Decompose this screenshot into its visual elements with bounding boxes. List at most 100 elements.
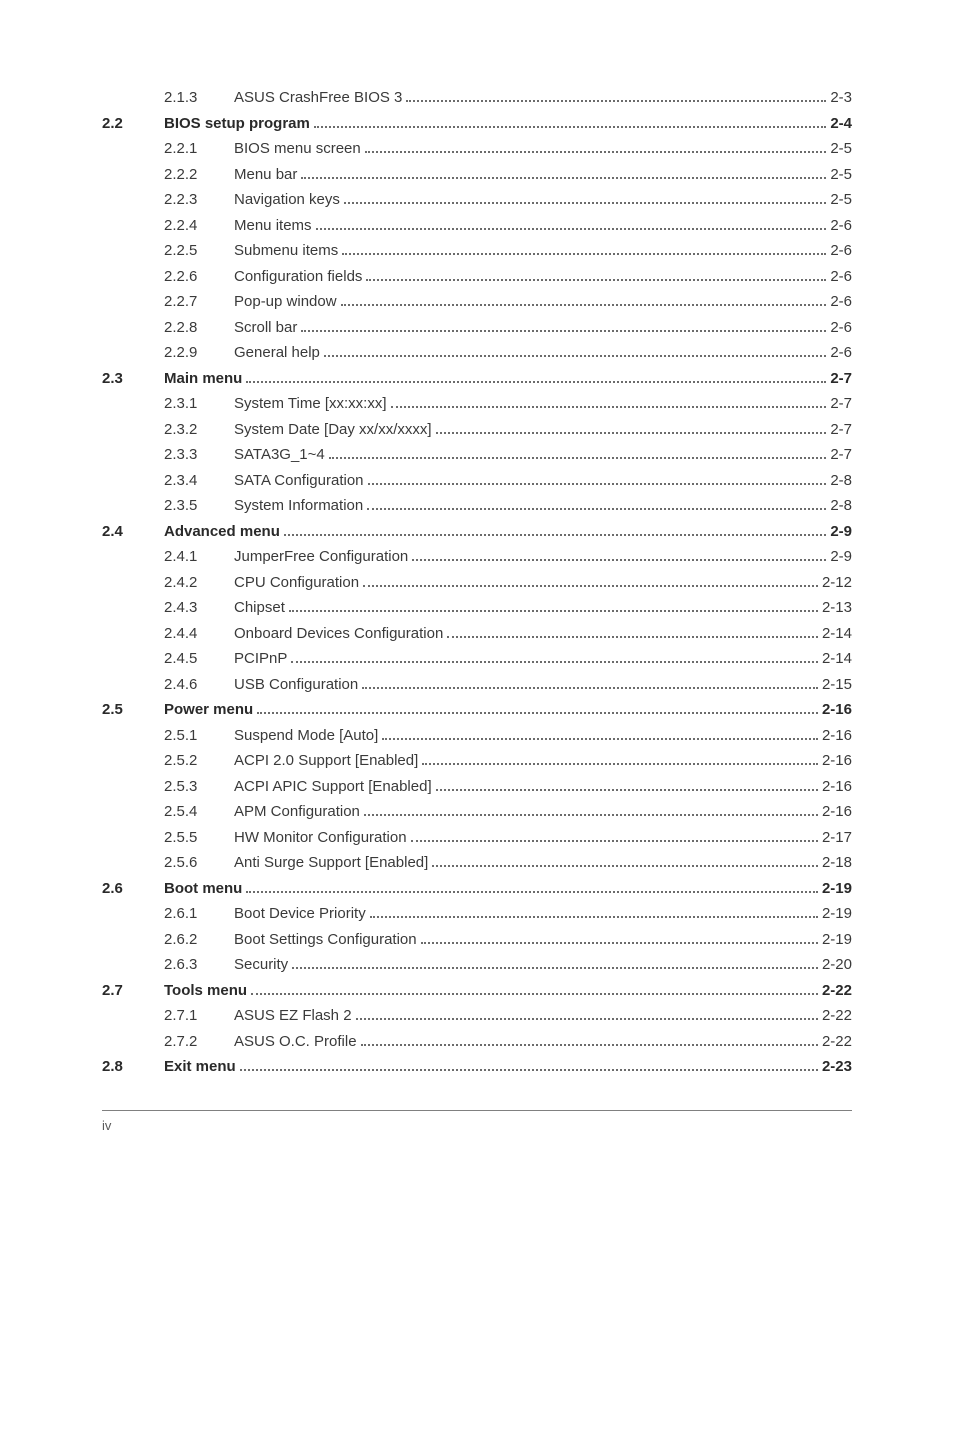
toc-section-number: 2.7 <box>102 983 164 998</box>
toc-title: Boot Device Priority <box>234 906 366 921</box>
toc-row: 2.7.1ASUS EZ Flash 22-22 <box>102 1008 852 1023</box>
toc-subsection-number: 2.2.3 <box>164 192 234 207</box>
toc-leader-dots <box>367 508 826 510</box>
toc-title: General help <box>234 345 320 360</box>
toc-row: 2.5.3ACPI APIC Support [Enabled]2-16 <box>102 779 852 794</box>
toc-leader-dots <box>289 610 818 612</box>
toc-leader-dots <box>411 840 818 842</box>
toc-page-number: 2-4 <box>830 116 852 131</box>
toc-title: USB Configuration <box>234 677 358 692</box>
toc-leader-dots <box>406 100 826 102</box>
toc-page-number: 2-19 <box>822 906 852 921</box>
toc-row: 2.3.4SATA Configuration 2-8 <box>102 473 852 488</box>
toc-title: PCIPnP <box>234 651 287 666</box>
toc-row: 2.3.2System Date [Day xx/xx/xxxx]2-7 <box>102 422 852 437</box>
toc-row: 2.6Boot menu2-19 <box>102 881 852 896</box>
toc-row: 2.6.1Boot Device Priority 2-19 <box>102 906 852 921</box>
toc-page-number: 2-16 <box>822 779 852 794</box>
toc-leader-dots <box>370 916 818 918</box>
toc-leader-dots <box>257 712 818 714</box>
toc-page-number: 2-6 <box>830 218 852 233</box>
toc-leader-dots <box>412 559 826 561</box>
toc-page-number: 2-16 <box>822 728 852 743</box>
toc-page-number: 2-3 <box>830 90 852 105</box>
toc-title: Chipset <box>234 600 285 615</box>
toc-title: Main menu <box>164 371 242 386</box>
toc-row: 2.4.5PCIPnP2-14 <box>102 651 852 666</box>
toc-row: 2.2.4Menu items2-6 <box>102 218 852 233</box>
page-container: 2.1.3ASUS CrashFree BIOS 32-32.2BIOS set… <box>0 0 954 1438</box>
toc-row: 2.5.4APM Configuration2-16 <box>102 804 852 819</box>
toc-subsection-number: 2.1.3 <box>164 90 234 105</box>
toc-subsection-number: 2.2.2 <box>164 167 234 182</box>
toc-title: Configuration fields <box>234 269 362 284</box>
toc-page-number: 2-16 <box>822 753 852 768</box>
toc-leader-dots <box>240 1069 818 1071</box>
toc-title: SATA3G_1~4 <box>234 447 325 462</box>
toc-row: 2.7.2ASUS O.C. Profile2-22 <box>102 1034 852 1049</box>
toc-page-number: 2-5 <box>830 167 852 182</box>
toc-row: 2.3.1System Time [xx:xx:xx]2-7 <box>102 396 852 411</box>
toc-subsection-number: 2.4.5 <box>164 651 234 666</box>
toc-page-number: 2-18 <box>822 855 852 870</box>
toc-subsection-number: 2.2.7 <box>164 294 234 309</box>
toc-row: 2.8Exit menu2-23 <box>102 1059 852 1074</box>
toc-page-number: 2-16 <box>822 804 852 819</box>
toc-subsection-number: 2.5.6 <box>164 855 234 870</box>
toc-title: ASUS O.C. Profile <box>234 1034 357 1049</box>
toc-subsection-number: 2.3.4 <box>164 473 234 488</box>
toc-leader-dots <box>368 483 827 485</box>
toc-subsection-number: 2.4.6 <box>164 677 234 692</box>
toc-row: 2.4Advanced menu2-9 <box>102 524 852 539</box>
toc-row: 2.4.1JumperFree Configuration2-9 <box>102 549 852 564</box>
toc-title: Menu bar <box>234 167 297 182</box>
toc-title: HW Monitor Configuration <box>234 830 407 845</box>
toc-subsection-number: 2.2.9 <box>164 345 234 360</box>
toc-leader-dots <box>422 763 818 765</box>
toc-leader-dots <box>391 406 827 408</box>
toc-row: 2.4.2CPU Configuration2-12 <box>102 575 852 590</box>
toc-title: System Date [Day xx/xx/xxxx] <box>234 422 432 437</box>
toc-subsection-number: 2.4.3 <box>164 600 234 615</box>
toc-leader-dots <box>301 177 826 179</box>
toc-subsection-number: 2.5.3 <box>164 779 234 794</box>
toc-row: 2.7Tools menu 2-22 <box>102 983 852 998</box>
toc-subsection-number: 2.3.3 <box>164 447 234 462</box>
toc-title: Boot menu <box>164 881 242 896</box>
toc-page-number: 2-8 <box>830 473 852 488</box>
toc-row: 2.5.5HW Monitor Configuration2-17 <box>102 830 852 845</box>
toc-subsection-number: 2.3.5 <box>164 498 234 513</box>
toc-page-number: 2-7 <box>830 396 852 411</box>
toc-page-number: 2-20 <box>822 957 852 972</box>
toc-row: 2.4.6USB Configuration 2-15 <box>102 677 852 692</box>
toc-title: SATA Configuration <box>234 473 364 488</box>
toc-row: 2.5.2ACPI 2.0 Support [Enabled]2-16 <box>102 753 852 768</box>
toc-leader-dots <box>246 381 826 383</box>
toc-subsection-number: 2.7.2 <box>164 1034 234 1049</box>
toc-leader-dots <box>284 534 826 536</box>
toc-leader-dots <box>356 1018 818 1020</box>
toc-title: Anti Surge Support [Enabled] <box>234 855 428 870</box>
toc-section-number: 2.3 <box>102 371 164 386</box>
toc-title: Tools menu <box>164 983 247 998</box>
toc-page-number: 2-23 <box>822 1059 852 1074</box>
toc-subsection-number: 2.2.5 <box>164 243 234 258</box>
toc-leader-dots <box>324 355 826 357</box>
toc-subsection-number: 2.2.6 <box>164 269 234 284</box>
toc-subsection-number: 2.4.1 <box>164 549 234 564</box>
toc-section-number: 2.8 <box>102 1059 164 1074</box>
toc-title: Advanced menu <box>164 524 280 539</box>
toc-leader-dots <box>363 585 818 587</box>
toc-row: 2.3.5System Information2-8 <box>102 498 852 513</box>
toc-title: APM Configuration <box>234 804 360 819</box>
toc-leader-dots <box>301 330 826 332</box>
toc-subsection-number: 2.5.2 <box>164 753 234 768</box>
toc-page-number: 2-15 <box>822 677 852 692</box>
toc-subsection-number: 2.6.1 <box>164 906 234 921</box>
toc-leader-dots <box>329 457 827 459</box>
toc-row: 2.4.4Onboard Devices Configuration2-14 <box>102 626 852 641</box>
toc-subsection-number: 2.2.8 <box>164 320 234 335</box>
toc-title: Pop-up window <box>234 294 337 309</box>
toc-title: Navigation keys <box>234 192 340 207</box>
toc-page-number: 2-22 <box>822 983 852 998</box>
